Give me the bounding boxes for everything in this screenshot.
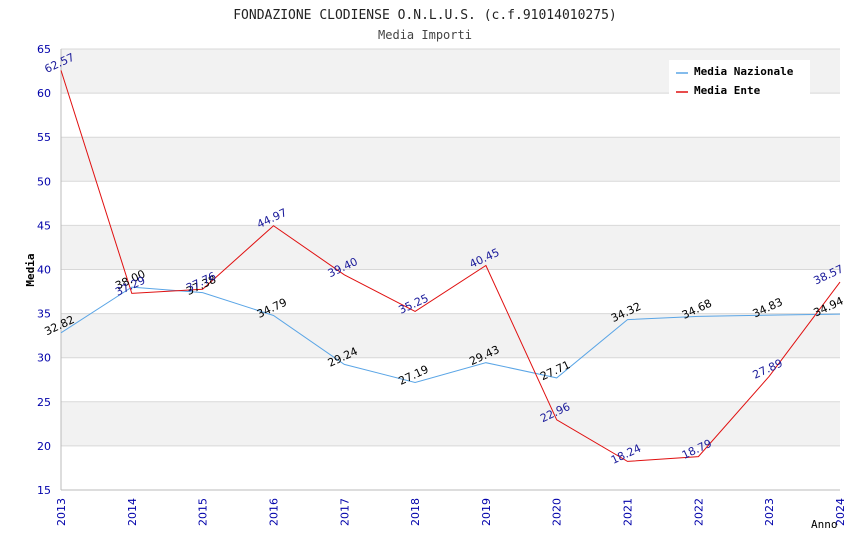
chart-title: FONDAZIONE CLODIENSE O.N.L.U.S. (c.f.910… — [233, 8, 617, 23]
chart-subtitle: Media Importi — [378, 28, 472, 42]
series-line-media-nazionale — [60, 286, 841, 384]
y-tick-labels: 15 20 25 30 35 40 45 50 55 60 65 — [37, 43, 51, 497]
y-tick-label: 60 — [37, 87, 51, 100]
x-tick-label: 2024 — [834, 498, 847, 526]
y-tick-label: 65 — [37, 43, 51, 56]
y-tick-label: 30 — [37, 352, 51, 365]
y-axis-label: Media — [24, 253, 37, 286]
background-band — [61, 313, 840, 358]
y-tick-label: 55 — [37, 131, 51, 144]
x-tick-label: 2018 — [409, 498, 422, 526]
background-band — [61, 401, 840, 446]
y-tick-label: 45 — [37, 219, 51, 232]
x-tick-label: 2023 — [763, 498, 776, 526]
data-label: 27.19 — [397, 363, 431, 388]
x-tick-label: 2013 — [55, 498, 68, 526]
x-tick-label: 2021 — [622, 498, 635, 526]
series-line-media-ente — [60, 70, 841, 462]
x-tick-label: 2020 — [551, 498, 564, 526]
background-band — [61, 225, 840, 270]
x-tick-label: 2014 — [126, 498, 139, 526]
legend-label-media-ente: Media Ente — [694, 84, 761, 97]
data-label: 35.25 — [397, 292, 431, 317]
axes — [60, 49, 840, 491]
y-tick-label: 25 — [37, 396, 51, 409]
x-tick-labels: 2013 2014 2015 2016 2017 2018 2019 2020 2021 2022… — [55, 498, 847, 526]
legend-box — [669, 60, 810, 96]
legend-label-media-nazionale: Media Nazionale — [694, 65, 794, 78]
background-band — [61, 137, 840, 182]
y-tick-label: 40 — [37, 264, 51, 277]
y-tick-label: 35 — [37, 308, 51, 321]
legend: Media Nazionale Media Ente — [669, 60, 810, 97]
y-tick-label: 15 — [37, 484, 51, 497]
y-tick-label: 50 — [37, 175, 51, 188]
x-tick-label: 2015 — [197, 498, 210, 526]
x-axis-label: Anno — [811, 518, 838, 531]
series-lines — [60, 70, 841, 462]
x-tick-label: 2022 — [692, 498, 705, 526]
x-tick-label: 2019 — [480, 498, 493, 526]
data-label: 27.71 — [538, 358, 572, 383]
y-tick-label: 20 — [37, 440, 51, 453]
x-tick-label: 2017 — [338, 498, 351, 526]
plot-background-bands — [61, 49, 840, 446]
x-tick-label: 2016 — [267, 498, 280, 526]
